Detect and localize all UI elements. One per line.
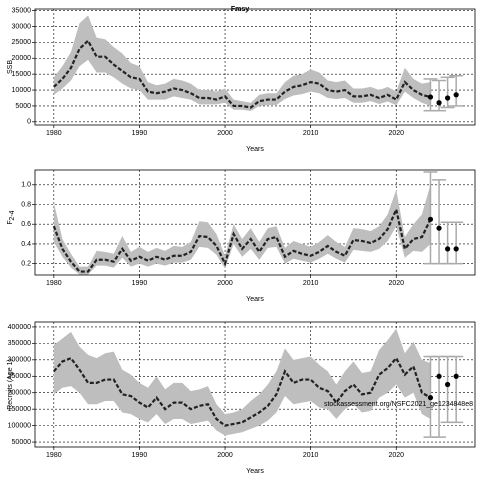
x-axis-label: Years <box>246 468 264 475</box>
forecast-point <box>427 94 434 100</box>
median-line <box>53 356 432 427</box>
x-tick-label: 1980 <box>46 280 62 287</box>
median-line <box>53 39 431 109</box>
forecast-point <box>445 246 451 252</box>
y-tick-label: 30000 <box>12 23 32 30</box>
y-tick-label: 100000 <box>8 422 31 429</box>
y-tick-label: 0.4 <box>21 241 31 248</box>
y-tick-label: 35000 <box>12 7 32 14</box>
confidence-band <box>53 328 431 436</box>
plot-frame <box>34 321 476 448</box>
x-tick-label: 1990 <box>132 452 148 459</box>
forecast-point <box>445 381 451 388</box>
y-tick-label: 1.0 <box>21 182 31 189</box>
x-tick-label: 2000 <box>217 280 233 287</box>
y-axis-label: Recruits (Age 1) <box>7 359 14 410</box>
x-tick-label: 2000 <box>217 130 233 137</box>
x-tick-label: 1980 <box>46 452 62 459</box>
x-tick-label: 2010 <box>303 452 319 459</box>
y-tick-label: 0.8 <box>21 201 31 208</box>
plot-frame <box>34 8 476 126</box>
annotation: stockassessment.org/NSFC2021_ge1234848e8 <box>324 401 473 408</box>
x-tick-label: 2020 <box>388 280 404 287</box>
x-tick-label: 1990 <box>132 280 148 287</box>
y-tick-label: 25000 <box>12 39 32 46</box>
chart-title: Fmsy <box>231 6 249 13</box>
forecast-point <box>427 216 434 222</box>
x-tick-label: 2020 <box>388 452 404 459</box>
y-tick-label: 200000 <box>8 390 31 397</box>
y-axis-label-subscript: 2-4 <box>9 210 16 220</box>
forecast-point <box>445 95 451 101</box>
y-tick-label: 15000 <box>12 71 32 78</box>
y-tick-label: 150000 <box>8 406 31 413</box>
y-tick-label: 20000 <box>12 55 32 62</box>
forecast-point <box>453 373 459 379</box>
y-tick-label: 50000 <box>12 439 32 446</box>
x-axis-label: Years <box>246 296 264 303</box>
forecast-point <box>453 246 459 252</box>
forecast-point <box>436 225 442 231</box>
forecast-point <box>453 92 459 98</box>
y-tick-label: 0.6 <box>21 221 31 228</box>
x-tick-label: 2020 <box>388 130 404 137</box>
y-tick-label: 5000 <box>15 103 31 110</box>
forecast-point <box>427 395 434 401</box>
y-tick-label: 250000 <box>8 373 31 380</box>
y-tick-label: 10000 <box>12 87 32 94</box>
confidence-band <box>53 15 431 112</box>
plot-frame <box>34 169 476 276</box>
y-tick-label: 0 <box>27 119 31 126</box>
y-tick-label: 300000 <box>8 357 31 364</box>
forecast-point <box>436 373 442 379</box>
x-tick-label: 1990 <box>132 130 148 137</box>
x-tick-label: 2010 <box>303 130 319 137</box>
y-axis-label: F <box>7 220 14 224</box>
y-tick-label: 400000 <box>8 324 31 331</box>
forecast-point <box>436 100 442 106</box>
x-tick-label: 2000 <box>217 452 233 459</box>
median-line <box>52 205 432 273</box>
x-tick-label: 2010 <box>303 280 319 287</box>
x-tick-label: 1980 <box>46 130 62 137</box>
y-tick-label: 350000 <box>8 340 31 347</box>
y-axis-label: SSB <box>7 60 14 74</box>
confidence-band <box>53 184 431 275</box>
x-axis-label: Years <box>246 146 264 153</box>
y-tick-label: 0.2 <box>21 261 31 268</box>
